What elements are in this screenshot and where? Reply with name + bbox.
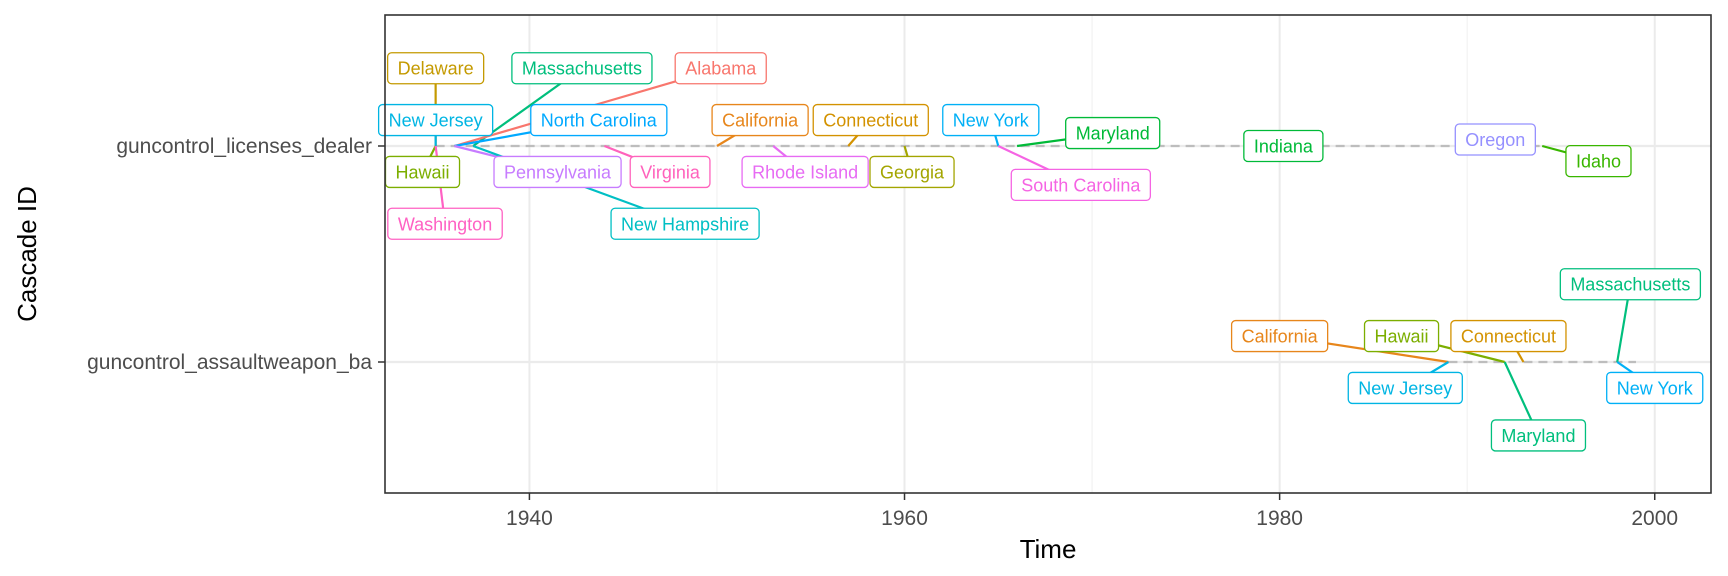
label-box: [610, 207, 760, 240]
y-axis-title: Cascade ID: [12, 186, 42, 322]
event-label: Georgia: [869, 155, 955, 189]
label-text: Connecticut: [1461, 327, 1556, 347]
grid-minor: [716, 15, 1468, 493]
event-label: Delaware: [386, 52, 485, 85]
y-axis: guncontrol_licenses_dealer guncontrol_ass…: [87, 135, 385, 374]
label-box: [1606, 371, 1704, 405]
label-text: Pennsylvania: [504, 162, 612, 182]
event-label: Hawaii: [384, 155, 461, 189]
label-box: [674, 52, 767, 85]
event-label: Idaho: [1565, 144, 1632, 178]
x-tick-label: 1940: [506, 507, 553, 530]
label-text: Georgia: [880, 162, 945, 182]
label-box: [741, 155, 869, 189]
label-box: [530, 103, 668, 137]
label-text: Delaware: [398, 59, 474, 79]
label-text: New York: [1617, 378, 1694, 398]
event-label: California: [711, 103, 809, 137]
cascade-spans: [435, 144, 1636, 364]
label-text: New Jersey: [389, 111, 483, 131]
label-text: Connecticut: [823, 111, 918, 131]
label-box: [1490, 419, 1587, 452]
label-text: New York: [953, 111, 1030, 131]
label-box: [1347, 371, 1463, 405]
label-box: [1363, 319, 1440, 353]
label-box: [1450, 319, 1567, 353]
label-box: [387, 207, 503, 240]
event-label: New Hampshire: [610, 207, 760, 240]
plot-panel: [385, 15, 1711, 493]
event-label: New Jersey: [1347, 371, 1463, 405]
label-box: [1565, 144, 1632, 178]
label-text: Alabama: [685, 59, 757, 79]
label-box: [511, 52, 653, 85]
event-label: Connecticut: [812, 103, 929, 137]
label-box: [493, 155, 622, 189]
event-label: New York: [942, 103, 1040, 137]
label-box: [869, 155, 955, 189]
label-box: [711, 103, 809, 137]
event-label: New York: [1606, 371, 1704, 405]
x-axis: 1940 1960 1980 2000: [506, 493, 1678, 530]
label-text: Maryland: [1501, 426, 1575, 446]
x-tick-label: 2000: [1631, 507, 1678, 530]
label-text: Indiana: [1254, 137, 1314, 157]
label-text: Idaho: [1576, 152, 1621, 172]
label-text: New Hampshire: [621, 214, 749, 234]
label-text: New Jersey: [1358, 378, 1452, 398]
y-tick-label: guncontrol_licenses_dealer: [116, 135, 372, 158]
label-box: [812, 103, 929, 137]
label-text: Rhode Island: [752, 162, 858, 182]
event-label: Washington: [387, 207, 503, 240]
label-text: Hawaii: [395, 162, 449, 182]
event-label: North Carolina: [530, 103, 668, 137]
label-box: [1454, 123, 1536, 156]
event-label: Rhode Island: [741, 155, 869, 189]
event-label: Massachusetts: [511, 52, 653, 85]
label-box: [386, 52, 485, 85]
label-text: California: [722, 111, 799, 131]
label-text: Massachusetts: [522, 59, 642, 79]
label-box: [377, 103, 494, 137]
x-tick-label: 1960: [881, 507, 928, 530]
label-text: Hawaii: [1375, 327, 1429, 347]
event-label: Oregon: [1454, 123, 1536, 156]
label-box: [1559, 268, 1702, 301]
event-label: Massachusetts: [1559, 268, 1702, 301]
label-box: [1230, 319, 1329, 353]
label-box: [1065, 116, 1161, 150]
label-box: [1010, 168, 1152, 202]
event-label: Alabama: [674, 52, 767, 85]
plot-border: [384, 14, 1712, 494]
event-label: Pennsylvania: [493, 155, 622, 189]
event-label: Maryland: [1490, 419, 1587, 452]
label-box: [1243, 129, 1324, 163]
event-label: South Carolina: [1010, 168, 1152, 202]
event-label: New Jersey: [377, 103, 494, 137]
label-text: California: [1242, 327, 1319, 347]
x-tick-label: 1980: [1256, 507, 1303, 530]
event-label: California: [1230, 319, 1329, 353]
event-label: Virginia: [629, 155, 711, 189]
label-text: South Carolina: [1021, 175, 1141, 195]
event-label: Hawaii: [1363, 319, 1440, 353]
label-text: Washington: [398, 214, 492, 234]
label-text: North Carolina: [541, 111, 658, 131]
event-label: Connecticut: [1450, 319, 1567, 353]
label-text: Virginia: [640, 162, 701, 182]
label-text: Massachusetts: [1570, 275, 1690, 295]
x-axis-title: Time: [1020, 534, 1077, 564]
event-label: Indiana: [1243, 129, 1324, 163]
event-labels: Delaware New Jersey Hawaii Washington Massac…: [377, 52, 1704, 452]
label-text: Oregon: [1465, 130, 1525, 150]
label-box: [942, 103, 1040, 137]
y-tick-label: guncontrol_assaultweapon_ba: [87, 351, 372, 374]
label-text: Maryland: [1076, 124, 1150, 144]
event-label: Maryland: [1065, 116, 1161, 150]
label-box: [629, 155, 711, 189]
